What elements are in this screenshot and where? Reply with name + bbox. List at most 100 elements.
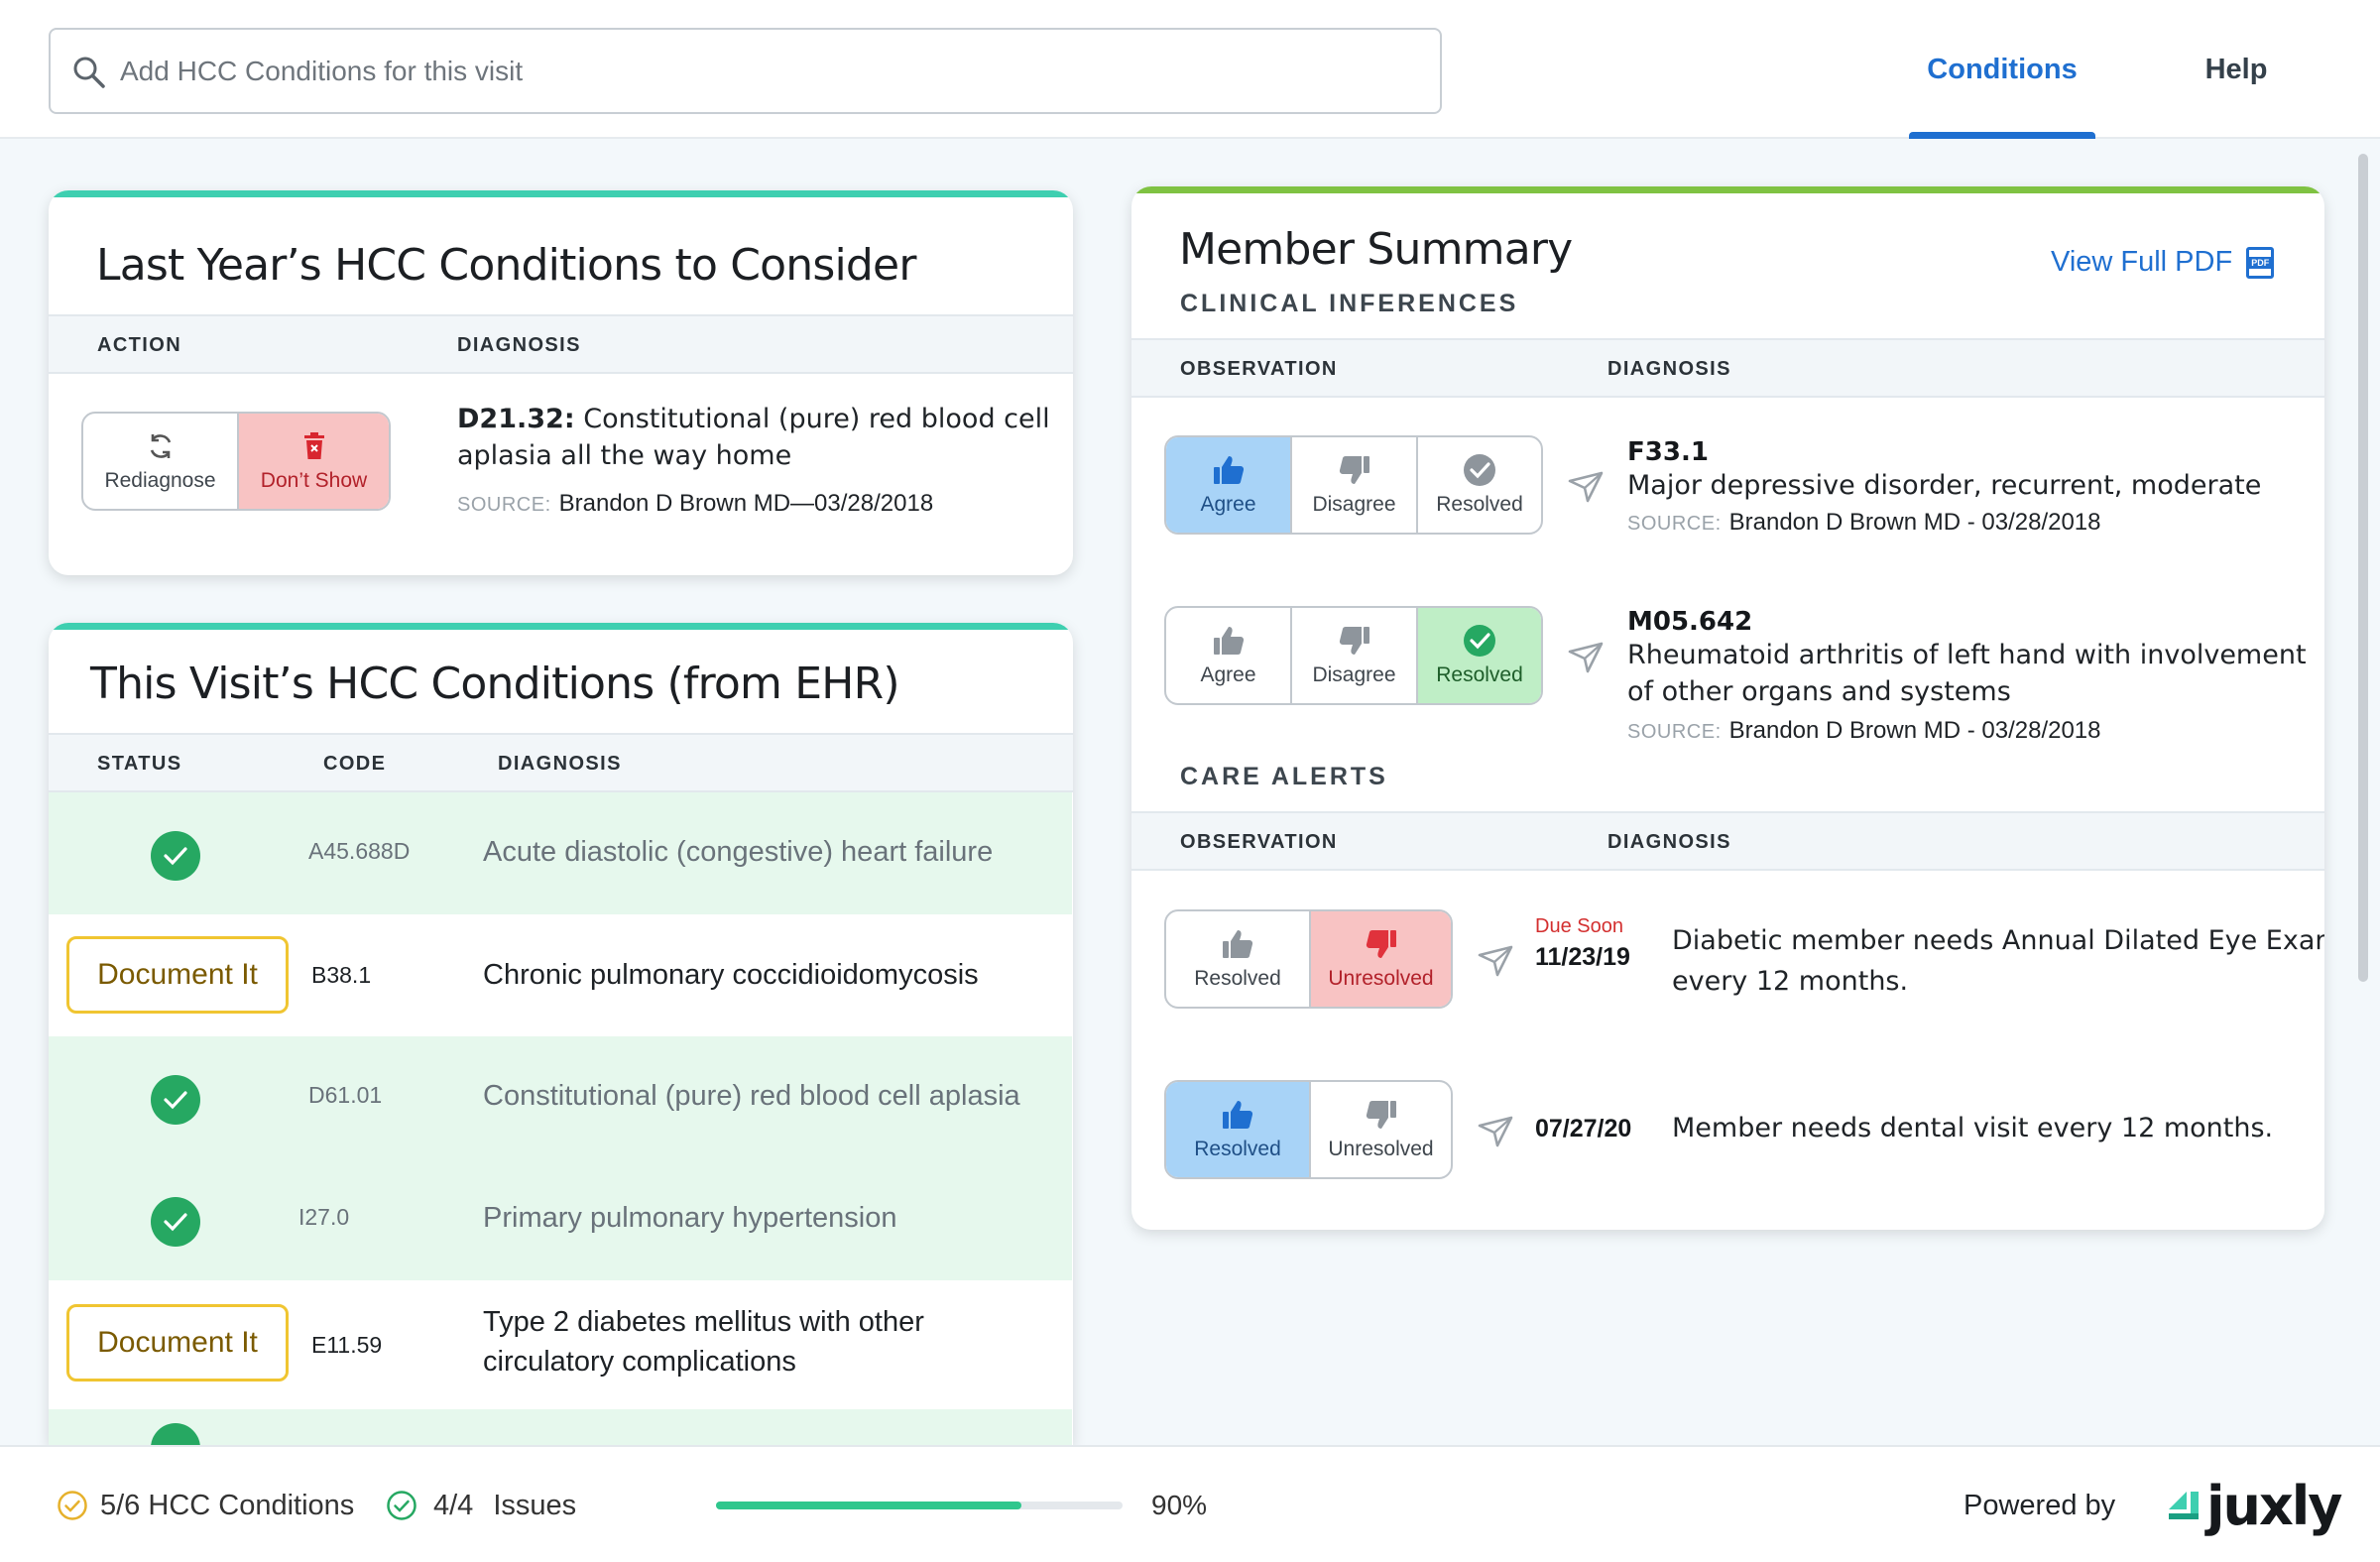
row-code: I27.0 [298, 1204, 350, 1230]
row-diagnosis-line1: Type 2 diabetes mellitus with other [483, 1306, 924, 1338]
inference-source: SOURCE: Brandon D Brown MD - 03/28/2018 [1627, 717, 2101, 745]
tab-help-label: Help [2204, 53, 2268, 85]
alert-text: Diabetic member needs Annual Dilated Eye… [1672, 920, 2324, 1002]
search-input[interactable] [120, 30, 1429, 112]
tab-conditions[interactable]: Conditions [1909, 0, 2095, 139]
resolved-button[interactable]: Resolved [1166, 1082, 1309, 1177]
issues-count: 4/4 [433, 1489, 474, 1521]
alert-toggle: Resolved Unresolved [1164, 909, 1453, 1009]
card-title: Member Summary [1179, 224, 1573, 275]
disagree-button[interactable]: Disagree [1290, 437, 1416, 533]
diagnosis-text-line2: aplasia all the way home [457, 440, 792, 471]
row-diagnosis: Type 2 diabetes mellitus with other circ… [483, 1302, 924, 1382]
resolved-label: Resolved [1194, 1138, 1281, 1160]
diagnosis-code: D21.32: [457, 404, 575, 434]
this-visit-card: This Visit’s HCC Conditions (from EHR) S… [49, 623, 1073, 1445]
check-circle-icon [151, 831, 200, 881]
source-value: Brandon D Brown MD - 03/28/2018 [1728, 509, 2101, 536]
row-diagnosis-line2: circulatory complications [483, 1346, 796, 1378]
check-circle-icon [151, 1197, 200, 1247]
send-icon[interactable] [1478, 945, 1513, 977]
inference-code: M05.642 [1627, 607, 1753, 637]
resolved-label: Resolved [1436, 493, 1523, 516]
table-header: OBSERVATION DIAGNOSIS [1131, 811, 2324, 871]
unresolved-label: Unresolved [1328, 967, 1434, 990]
disagree-button[interactable]: Disagree [1290, 608, 1416, 703]
progress-bar [716, 1502, 1123, 1509]
source-label: SOURCE: [1627, 721, 1722, 743]
resolved-button[interactable]: Resolved [1166, 911, 1309, 1007]
inference-diagnosis: Rheumatoid arthritis of left hand with i… [1627, 637, 2307, 710]
alert-date: 11/23/19 [1535, 943, 1630, 971]
col-diagnosis: DIAGNOSIS [1607, 358, 1731, 380]
pdf-icon-text: PDF [2249, 256, 2272, 269]
member-summary-card: Member Summary View Full PDF PDF CLINICA… [1131, 186, 2324, 1230]
col-diagnosis: DIAGNOSIS [1607, 831, 1731, 853]
row-code: E11.59 [311, 1332, 383, 1358]
card-title: Last Year’s HCC Conditions to Consider [96, 240, 916, 291]
inference-source: SOURCE: Brandon D Brown MD - 03/28/2018 [1627, 509, 2101, 537]
alert-text-line2: every 12 months. [1672, 966, 1909, 997]
check-circle-icon [151, 1423, 200, 1445]
agree-label: Agree [1200, 493, 1256, 516]
tab-conditions-label: Conditions [1927, 53, 2078, 85]
thumbs-up-icon [1213, 456, 1244, 484]
check-circle-icon [1464, 454, 1495, 486]
unresolved-button[interactable]: Unresolved [1309, 911, 1451, 1007]
inference-diagnosis: Major depressive disorder, recurrent, mo… [1627, 470, 2262, 501]
top-bar: Conditions Help [0, 0, 2380, 139]
progress-fill [716, 1502, 1021, 1509]
resolved-button[interactable]: Resolved [1416, 437, 1541, 533]
scrollbar[interactable] [2358, 154, 2368, 982]
thumbs-down-icon [1366, 1101, 1396, 1129]
document-it-button[interactable]: Document It [66, 936, 289, 1014]
hcc-conditions-status: 5/6 HCC Conditions [57, 1447, 354, 1562]
source-value: Brandon D Brown MD—03/28/2018 [558, 490, 934, 517]
source-value: Brandon D Brown MD - 03/28/2018 [1728, 717, 2101, 744]
action-toggle: Rediagnose Don’t Show [81, 412, 391, 511]
resolved-label: Resolved [1194, 967, 1281, 990]
thumbs-down-icon [1339, 456, 1369, 484]
agree-button[interactable]: Agree [1166, 608, 1290, 703]
table-row: Document It B38.1 Chronic pulmonary cocc… [49, 914, 1072, 1036]
inference-code: F33.1 [1627, 437, 1709, 467]
powered-by-label: Powered by [1964, 1489, 2116, 1521]
check-circle-icon [58, 1491, 87, 1520]
send-icon[interactable] [1568, 642, 1604, 673]
status-footer: 5/6 HCC Conditions 4/4 Issues 90% Powere… [0, 1445, 2380, 1562]
row-code: D61.01 [308, 1082, 383, 1108]
table-row: A45.688D Acute diastolic (congestive) he… [49, 792, 1072, 914]
document-it-button[interactable]: Document It [66, 1304, 289, 1382]
document-it-label: Document It [97, 1326, 258, 1359]
observation-toggle: Agree Disagree Resolved [1164, 435, 1543, 535]
agree-button[interactable]: Agree [1166, 437, 1290, 533]
check-circle-icon [151, 1075, 200, 1125]
dont-show-button[interactable]: Don’t Show [237, 414, 389, 509]
table-row: Document It E11.59 Type 2 diabetes melli… [49, 1280, 1072, 1409]
document-it-label: Document It [97, 958, 258, 991]
view-pdf-link[interactable]: View Full PDF PDF [2051, 246, 2275, 279]
unresolved-button[interactable]: Unresolved [1309, 1082, 1451, 1177]
diagnosis-text-line1: Constitutional (pure) red blood cell [583, 404, 1050, 434]
inference-diagnosis-line1: Rheumatoid arthritis of left hand with i… [1627, 640, 2307, 670]
rediagnose-label: Rediagnose [104, 469, 216, 492]
brand-name: juxly [2206, 1474, 2342, 1537]
check-circle-icon [387, 1491, 416, 1520]
send-icon[interactable] [1568, 471, 1604, 503]
col-observation: OBSERVATION [1180, 831, 1338, 853]
card-accent [1131, 186, 2324, 193]
resolved-button[interactable]: Resolved [1416, 608, 1541, 703]
col-status: STATUS [97, 753, 182, 775]
send-icon[interactable] [1478, 1116, 1513, 1147]
col-action: ACTION [97, 334, 182, 356]
search-icon [73, 57, 105, 88]
tab-help[interactable]: Help [2172, 0, 2301, 139]
hcc-conditions-count: 5/6 HCC Conditions [100, 1489, 355, 1521]
thumbs-up-icon [1223, 1101, 1253, 1129]
search-box[interactable] [49, 28, 1442, 114]
rediagnose-button[interactable]: Rediagnose [83, 414, 237, 509]
alert-toggle: Resolved Unresolved [1164, 1080, 1453, 1179]
thumbs-up-icon [1213, 627, 1244, 655]
card-title: This Visit’s HCC Conditions (from EHR) [90, 659, 900, 709]
col-diagnosis: DIAGNOSIS [498, 753, 622, 775]
